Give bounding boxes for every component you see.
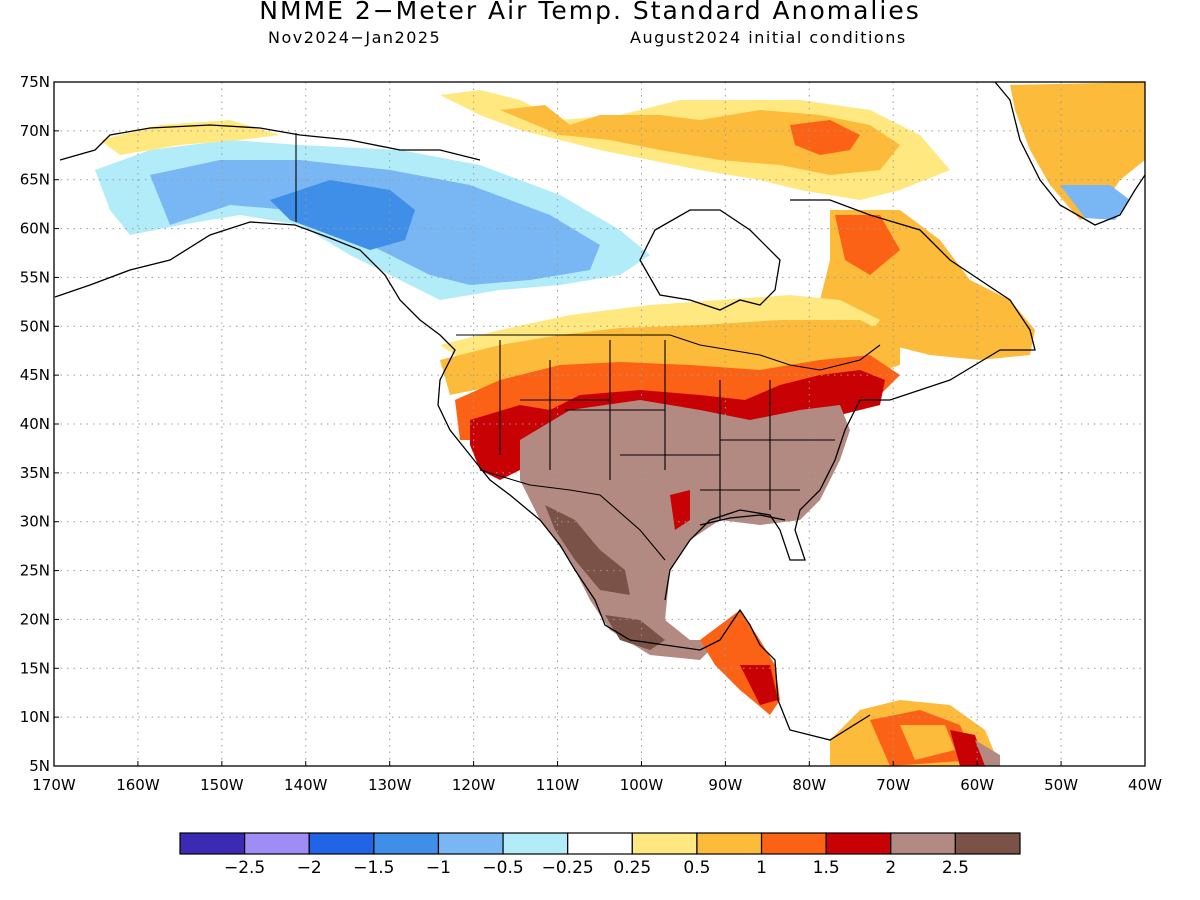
forecast-period: Nov2024−Jan2025	[268, 28, 442, 47]
colorbar-swatch	[890, 832, 956, 855]
lon-tick-label: 80W	[792, 776, 826, 794]
lon-tick-label: 40W	[1128, 776, 1162, 794]
latitude-labels: 75N 70N 65N 60N 55N 50N 45N 40N 35N 30N 25N 20N 15N 1…	[20, 73, 59, 775]
colorbar-swatch	[437, 832, 504, 855]
lat-tick-label: 30N	[20, 513, 50, 531]
colorbar-swatch	[760, 832, 827, 855]
anomaly-region-south-america-core	[900, 725, 955, 760]
lon-tick-label: 100W	[620, 776, 664, 794]
colorbar-label: 2	[885, 858, 896, 878]
colorbar-label: −2.5	[224, 858, 265, 878]
lon-tick-label: 130W	[368, 776, 412, 794]
initial-conditions: August2024 initial conditions	[630, 28, 907, 47]
colorbar-swatch	[308, 832, 375, 855]
map-title: NMME 2−Meter Air Temp. Standard Anomalie…	[259, 0, 921, 25]
lon-tick-label: 160W	[116, 776, 160, 794]
anomaly-region-great-basin-red	[470, 370, 885, 480]
political-borders	[295, 133, 881, 561]
lon-tick-label: 110W	[536, 776, 580, 794]
lat-tick-label: 45N	[20, 366, 50, 384]
colorbar-label: 0.25	[613, 858, 651, 878]
coast-gulf-of-mexico	[699, 514, 786, 526]
lat-tick-label: 70N	[20, 122, 50, 140]
colorbar-label: −1	[426, 858, 451, 878]
anomaly-region-venezuela-red	[950, 730, 985, 766]
colorbar-swatch	[179, 832, 246, 855]
state-lines	[499, 340, 835, 520]
lat-tick-label: 20N	[20, 610, 50, 628]
border-us-canada	[456, 334, 881, 371]
coastlines	[54, 82, 1145, 741]
lat-tick-label: 60N	[20, 220, 50, 238]
coast-arctic-alaska	[59, 124, 481, 161]
lat-tick-label: 40N	[20, 415, 50, 433]
anomaly-region-greenland-south	[1060, 185, 1130, 220]
lon-tick-label: 150W	[200, 776, 244, 794]
colorbar-swatch	[373, 832, 440, 855]
colorbar-swatch	[825, 832, 892, 855]
lat-tick-label: 75N	[20, 73, 50, 91]
lat-tick-label: 25N	[20, 562, 50, 580]
lat-tick-label: 15N	[20, 659, 50, 677]
lon-tick-label: 60W	[960, 776, 994, 794]
anomaly-region-yukon-strong	[270, 180, 415, 250]
colorbar-label: 0.5	[683, 858, 710, 878]
colorbar-label: 1.5	[813, 858, 840, 878]
anomaly-region-arctic-orange	[500, 105, 900, 175]
coast-hudson-bay	[639, 209, 781, 311]
lon-tick-label: 90W	[708, 776, 742, 794]
colorbar-swatch	[244, 832, 310, 855]
colorbar-label: −1.5	[353, 858, 394, 878]
lon-tick-label: 70W	[876, 776, 910, 794]
colorbar-label: 1	[756, 858, 767, 878]
colorbar-swatch	[954, 832, 1021, 855]
border-us-mexico	[479, 469, 666, 561]
lat-tick-label: 65N	[20, 171, 50, 189]
colorbar-swatch	[567, 832, 633, 855]
colorbar-labels: −2.5 −2 −1.5 −1 −0.5 −0.25 0.25 0.5 1 1.5 2 2.5	[224, 858, 969, 878]
coast-labrador	[664, 199, 1036, 601]
colorbar-label: 2.5	[942, 858, 969, 878]
lon-tick-label: 120W	[452, 776, 496, 794]
colorbar-label: −2	[297, 858, 322, 878]
anomaly-region-arctic-red	[790, 120, 860, 155]
lat-tick-label: 50N	[20, 317, 50, 335]
lon-tick-label: 50W	[1044, 776, 1078, 794]
colorbar-swatch	[631, 832, 698, 855]
longitude-labels: 170W 160W 150W 140W 130W 120W 110W 100W 90W 80W 70…	[32, 761, 1162, 794]
anomaly-region-texas-red	[670, 490, 690, 530]
lat-tick-label: 5N	[29, 757, 50, 775]
anomaly-region-mexico-dark-south	[605, 615, 665, 650]
anomaly-region-south-brown	[520, 400, 850, 660]
lon-tick-label: 170W	[32, 776, 76, 794]
colorbar	[179, 832, 1021, 855]
anomaly-region-greenland	[1010, 82, 1145, 220]
lat-tick-label: 10N	[20, 708, 50, 726]
anomaly-region-central-america-red	[740, 665, 778, 705]
coast-greenland	[994, 82, 1145, 226]
lat-tick-label: 55N	[20, 268, 50, 286]
colorbar-swatch	[502, 832, 569, 855]
colorbar-label: −0.5	[482, 858, 523, 878]
coast-alaska-canada	[54, 221, 871, 741]
colorbar-label: −0.25	[542, 858, 594, 878]
anomaly-region-mexico-dark	[545, 505, 630, 595]
anomaly-field	[95, 82, 1145, 766]
anomaly-region-quebec-red	[835, 215, 900, 275]
lat-tick-label: 35N	[20, 464, 50, 482]
colorbar-swatch	[696, 832, 763, 855]
anomaly-region-guyana-brown	[975, 740, 1000, 766]
lon-tick-label: 140W	[284, 776, 328, 794]
